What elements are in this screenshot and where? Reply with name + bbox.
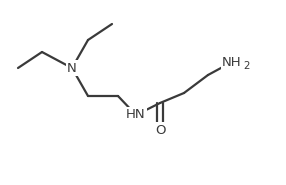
Text: HN: HN [126, 108, 146, 122]
Text: N: N [67, 61, 77, 75]
Text: O: O [155, 124, 165, 137]
Text: 2: 2 [243, 61, 249, 71]
Text: NH: NH [222, 56, 242, 68]
